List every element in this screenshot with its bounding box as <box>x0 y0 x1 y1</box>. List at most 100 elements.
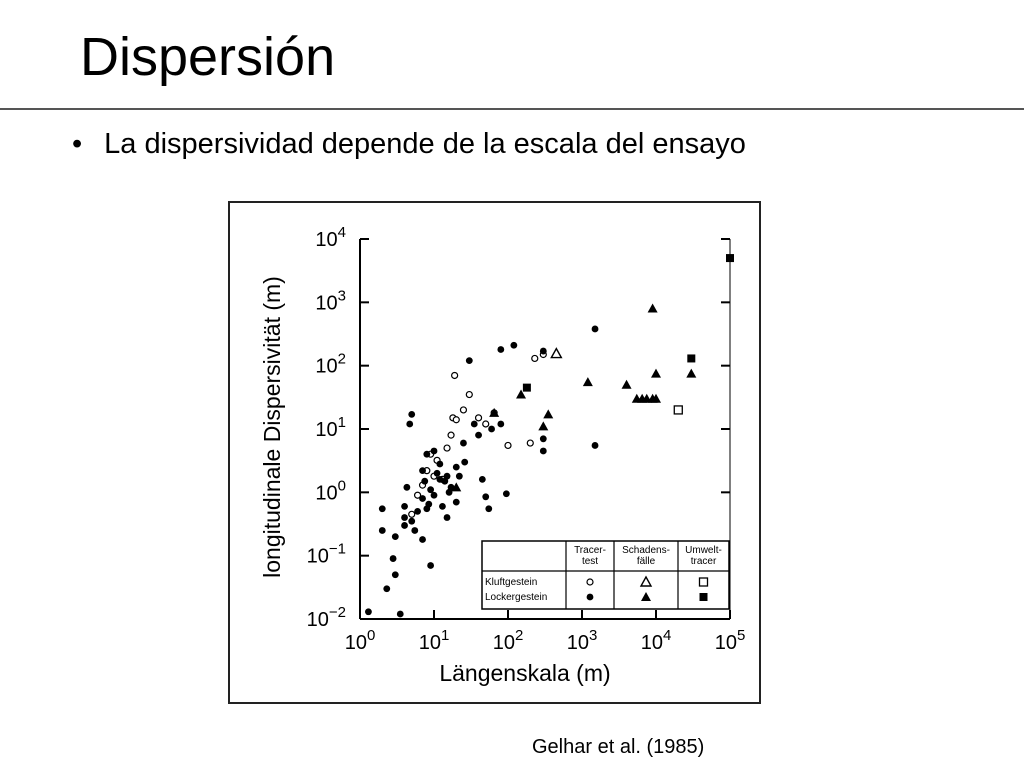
point-open-circle <box>451 371 459 380</box>
point-filled-circle <box>497 420 505 428</box>
legend-col-header: tracer <box>691 556 717 567</box>
point-filled-circle <box>430 491 438 499</box>
legend-row-label: Lockergestein <box>485 592 547 603</box>
bullet-text: La dispersividad depende de la escala de… <box>104 128 746 160</box>
point-open-square <box>698 577 709 587</box>
point-filled-triangle <box>651 393 661 403</box>
point-filled-circle <box>421 477 429 485</box>
title-divider <box>0 108 1024 110</box>
point-filled-triangle <box>641 592 651 601</box>
point-filled-circle <box>414 507 421 515</box>
chart-frame: 100 101 102 103 104 105 10−2 10−1 100 101 102 103 10… <box>228 201 761 704</box>
bullet-dot: • <box>72 128 83 160</box>
point-filled-circle <box>439 502 446 510</box>
point-filled-circle <box>419 536 426 543</box>
point-filled-circle <box>482 493 490 501</box>
point-open-square <box>673 405 683 415</box>
point-open-triangle <box>550 347 563 359</box>
point-filled-circle <box>586 593 594 601</box>
point-filled-circle <box>470 420 478 428</box>
legend-col-header: test <box>582 556 598 567</box>
point-filled-circle <box>497 346 505 353</box>
legend-row-label: Kluftgestein <box>485 577 537 588</box>
point-filled-circle <box>403 483 411 491</box>
point-filled-triangle <box>621 379 632 389</box>
x-axis-label: Längenskala (m) <box>439 660 610 686</box>
point-filled-square <box>699 593 708 601</box>
point-filled-triangle <box>489 407 500 417</box>
point-open-circle <box>465 390 473 399</box>
point-filled-square <box>687 354 696 363</box>
point-filled-circle <box>460 439 467 447</box>
point-filled-circle <box>452 498 460 506</box>
point-filled-circle <box>401 522 408 529</box>
point-filled-triangle <box>651 368 661 378</box>
point-filled-circle <box>539 447 547 455</box>
point-open-circle <box>504 441 512 450</box>
point-filled-circle <box>419 467 426 475</box>
dispersivity-scatter-chart: 100 101 102 103 104 105 10−2 10−1 100 101 102 103 10… <box>259 224 745 686</box>
point-filled-circle <box>389 555 397 562</box>
point-open-circle <box>459 406 468 414</box>
point-filled-circle <box>485 505 493 513</box>
y-axis-label: longitudinale Dispersivität (m) <box>259 276 285 578</box>
point-filled-circle <box>433 469 441 477</box>
point-filled-triangle <box>543 409 554 419</box>
point-open-circle <box>413 491 422 499</box>
point-filled-circle <box>365 608 372 616</box>
point-filled-circle <box>436 460 444 468</box>
point-filled-triangle <box>538 421 549 431</box>
y-tick-label: 104 <box>315 224 346 251</box>
point-open-circle <box>526 439 534 447</box>
y-tick-label: 10−2 <box>307 604 346 631</box>
point-filled-circle <box>539 435 547 443</box>
point-filled-circle <box>427 562 435 569</box>
point-filled-triangle <box>647 303 658 313</box>
point-open-circle <box>408 510 416 518</box>
legend-col-header: Tracer- <box>574 545 606 556</box>
point-filled-circle <box>425 500 433 508</box>
legend-col-header: Schadens- <box>622 545 670 556</box>
point-filled-circle <box>488 425 495 433</box>
x-tick-label: 100 <box>345 627 376 654</box>
point-filled-circle <box>502 490 510 498</box>
point-filled-circle <box>443 514 451 521</box>
point-filled-circle <box>461 458 469 466</box>
point-filled-circle <box>465 357 473 365</box>
y-tick-label: 10−1 <box>307 541 346 568</box>
point-filled-circle <box>478 476 486 483</box>
y-tick-label: 102 <box>315 351 346 378</box>
point-filled-circle <box>423 450 431 458</box>
point-filled-circle <box>455 472 463 480</box>
point-filled-circle <box>378 505 386 513</box>
point-filled-circle <box>539 347 547 355</box>
point-filled-circle <box>401 502 408 510</box>
point-filled-square <box>726 254 734 263</box>
point-filled-circle <box>378 527 386 534</box>
point-filled-triangle <box>451 482 462 492</box>
point-filled-triangle <box>582 377 593 387</box>
point-filled-circle <box>443 472 451 480</box>
point-filled-circle <box>391 571 399 579</box>
point-filled-circle <box>591 442 599 449</box>
point-filled-circle <box>591 325 599 333</box>
point-open-circle <box>482 420 490 428</box>
y-tick-label: 103 <box>315 287 346 314</box>
x-tick-label: 104 <box>641 627 672 654</box>
point-filled-circle <box>510 341 518 349</box>
bullet-item: • La dispersividad depende de la escala … <box>72 128 746 161</box>
point-open-circle <box>474 414 483 422</box>
point-filled-circle <box>475 431 482 439</box>
point-filled-circle <box>391 533 399 541</box>
point-open-circle <box>531 354 539 363</box>
x-tick-label: 103 <box>567 627 598 654</box>
point-filled-circle <box>406 420 414 428</box>
point-filled-circle <box>383 585 391 593</box>
point-filled-circle <box>396 610 404 618</box>
point-filled-circle <box>427 486 435 494</box>
point-filled-circle <box>430 447 438 455</box>
point-filled-circle <box>408 517 416 525</box>
x-tick-label: 101 <box>419 627 450 654</box>
point-open-circle <box>452 416 460 424</box>
citation: Gelhar et al. (1985) <box>532 736 705 758</box>
